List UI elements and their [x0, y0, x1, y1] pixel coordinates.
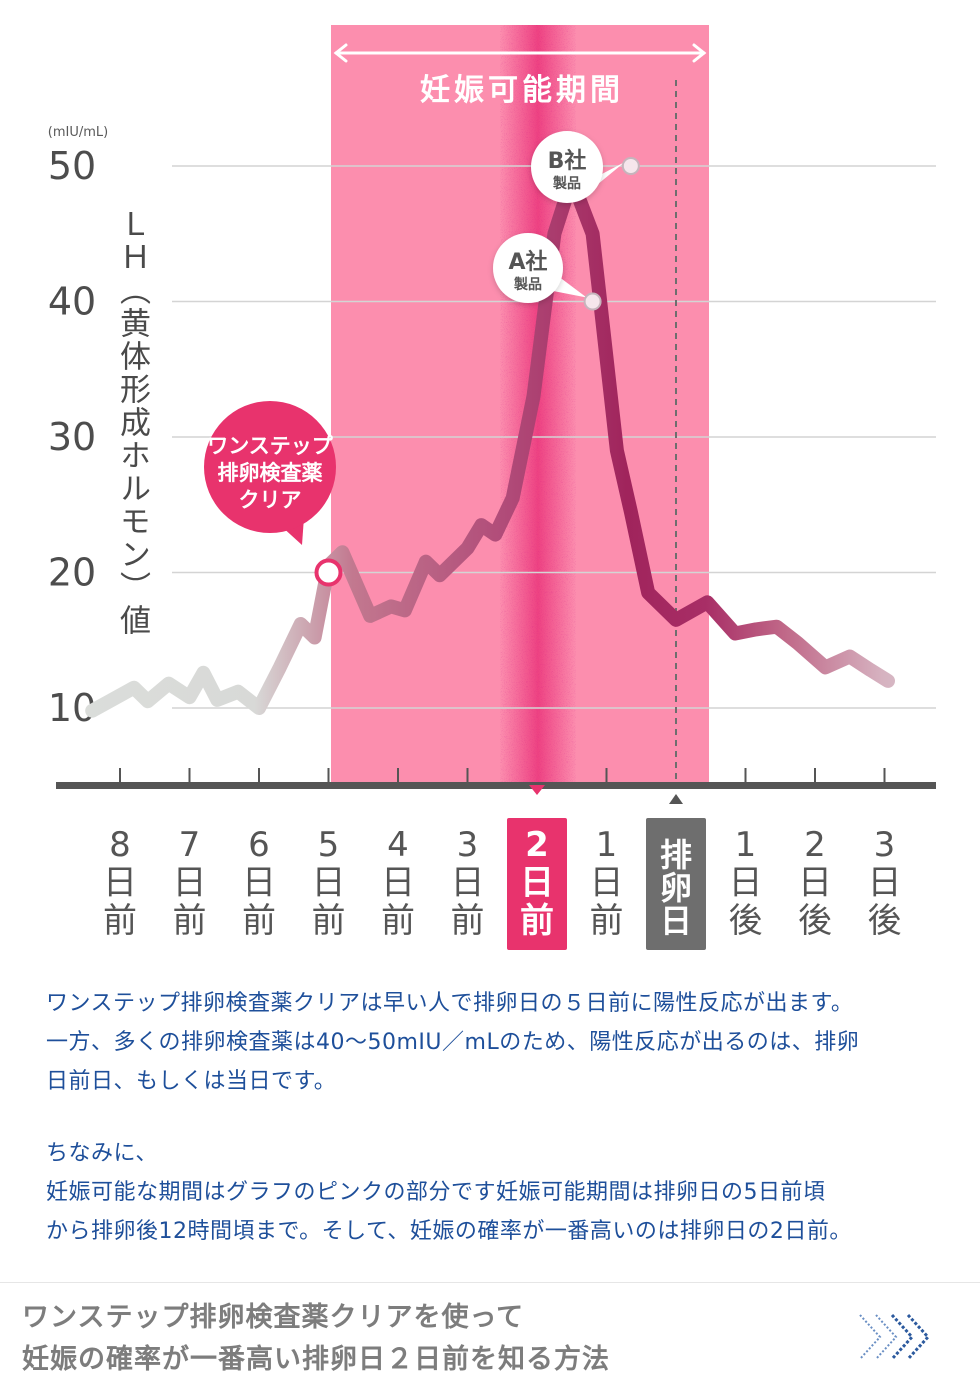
lh-chart: 妊娠可能期間 (mIU/mL) ＬＨ（黄体形成ホルモン）値 1020304050…	[48, 25, 936, 950]
description-line: ワンステップ排卵検査薬クリアは早い人で排卵日の５日前に陽性反応が出ます。	[46, 991, 854, 1016]
description-line: から排卵後12時間頃まで。そして、妊娠の確率が一番高いのは排卵日の2日前。	[46, 1219, 852, 1244]
x-tick-label-char: 日	[173, 863, 207, 903]
x-tick-label-char: 2	[525, 825, 549, 865]
callout-text: 排卵検査薬	[218, 461, 323, 485]
x-tick-label-char: 日	[660, 902, 692, 940]
footer-link-text[interactable]: ワンステップ排卵検査薬クリアを使って 妊娠の確率が一番高い排卵日２日前を知る方法	[22, 1297, 610, 1381]
description-paragraph-1: ワンステップ排卵検査薬クリアは早い人で排卵日の５日前に陽性反応が出ます。 一方、…	[46, 984, 946, 1101]
x-axis-baseline	[56, 782, 936, 789]
x-tick-label-char: 卵	[660, 869, 692, 907]
x-tick-label-char: 排	[660, 836, 692, 874]
x-tick-label-char: 5	[318, 825, 340, 865]
marker-point	[583, 292, 602, 311]
x-tick-label-char: 日	[242, 863, 276, 903]
fertile-window-span-arrow	[333, 43, 707, 63]
x-tick-label: 8日前	[103, 825, 137, 941]
x-tick-label-char: 7	[179, 825, 201, 865]
x-tick-label: 1日後	[729, 825, 763, 941]
x-tick-label-char: 後	[729, 901, 763, 941]
x-tick-label-char: 日	[451, 863, 485, 903]
description-line: ちなみに、	[46, 1141, 158, 1166]
callout-text: クリア	[239, 488, 302, 512]
y-tick-label: 40	[48, 280, 96, 324]
x-tick-label: 3日後	[868, 825, 902, 941]
callout-text: 製品	[513, 276, 542, 293]
callout-bubble-company	[531, 131, 603, 203]
x-tick-label: 2日前	[520, 825, 554, 941]
callout-tail	[592, 162, 625, 189]
x-tick-label-char: 前	[381, 901, 415, 941]
x-tick-label: 排卵日	[660, 836, 692, 940]
x-tick-label-char: 3	[874, 825, 896, 865]
x-tick-label-char: 日	[590, 863, 624, 903]
x-tick-label-char: 日	[381, 863, 415, 903]
x-tick-pointer	[529, 785, 545, 795]
x-label-highlight-ovulation-day	[646, 818, 706, 950]
description-line: 日前日、もしくは当日です。	[46, 1069, 337, 1094]
x-tick-label-char: 6	[248, 825, 270, 865]
x-tick-label-char: 後	[868, 901, 902, 941]
x-tick-label-char: 日	[798, 863, 832, 903]
y-axis-label: ＬＨ（黄体形成ホルモン）値	[114, 208, 151, 637]
x-tick-label: 6日前	[242, 825, 276, 941]
x-tick-label: 1日前	[590, 825, 624, 941]
x-tick-label-char: 前	[103, 901, 137, 941]
x-tick-label-char: 日	[729, 863, 763, 903]
x-tick-label-char: 4	[387, 825, 409, 865]
x-tick-label-char: 3	[457, 825, 479, 865]
x-tick-label-char: 1	[596, 825, 618, 865]
x-tick-label-char: 日	[103, 863, 137, 903]
description-paragraph-2: ちなみに、 妊娠可能な期間はグラフのピンクの部分です妊娠可能期間は排卵日の5日前…	[46, 1134, 946, 1251]
x-tick-label-char: 前	[242, 901, 276, 941]
description-line: 妊娠可能な期間はグラフのピンクの部分です妊娠可能期間は排卵日の5日前頃	[46, 1180, 826, 1205]
x-tick-label-char: 日	[312, 863, 346, 903]
footer-link-line-1[interactable]: ワンステップ排卵検査薬クリアを使って	[22, 1302, 525, 1333]
marker-point	[314, 558, 343, 587]
marker-point	[621, 157, 640, 175]
chevron-right-icon[interactable]	[856, 1307, 938, 1367]
callout-bubble-company	[493, 233, 563, 303]
y-unit-label: (mIU/mL)	[48, 125, 108, 140]
x-tick-pointer	[669, 794, 683, 804]
callout-bubble-one-step	[204, 401, 336, 533]
x-tick-label-char: 前	[451, 901, 485, 941]
lh-series-line	[85, 172, 895, 718]
x-tick-label-char: 後	[798, 901, 832, 941]
x-tick-label-char: 8	[109, 825, 131, 865]
x-tick-label-char: 日	[868, 863, 902, 903]
callout-text: B社	[548, 148, 587, 174]
x-tick-label: 7日前	[173, 825, 207, 941]
x-tick-label-char: 1	[735, 825, 757, 865]
x-tick-label-char: 2	[804, 825, 826, 865]
x-tick-label: 4日前	[381, 825, 415, 941]
x-tick-label-char: 前	[173, 901, 207, 941]
fertile-window-label: 妊娠可能期間	[420, 73, 624, 108]
callout-text: 製品	[552, 175, 581, 192]
x-tick-label: 5日前	[312, 825, 346, 941]
x-tick-label-char: 日	[520, 863, 554, 903]
x-label-highlight-2-days-before	[507, 818, 567, 950]
description-line: 一方、多くの排卵検査薬は40〜50mIU／mLのため、陽性反応が出るのは、排卵	[46, 1030, 860, 1055]
footer-link[interactable]: ワンステップ排卵検査薬クリアを使って 妊娠の確率が一番高い排卵日２日前を知る方法	[0, 1282, 980, 1387]
x-tick-label-char: 前	[520, 901, 554, 941]
x-tick-label-char: 前	[312, 901, 346, 941]
x-tick-label: 3日前	[451, 825, 485, 941]
y-tick-label: 50	[48, 144, 96, 188]
x-tick-label-char: 前	[590, 901, 624, 941]
x-tick-label: 2日後	[798, 825, 832, 941]
callout-text: ワンステップ	[207, 434, 334, 458]
footer-link-line-2[interactable]: 妊娠の確率が一番高い排卵日２日前を知る方法	[22, 1344, 610, 1375]
y-tick-label: 30	[48, 415, 96, 459]
callout-text: A社	[508, 249, 547, 275]
y-tick-label: 20	[48, 551, 96, 595]
